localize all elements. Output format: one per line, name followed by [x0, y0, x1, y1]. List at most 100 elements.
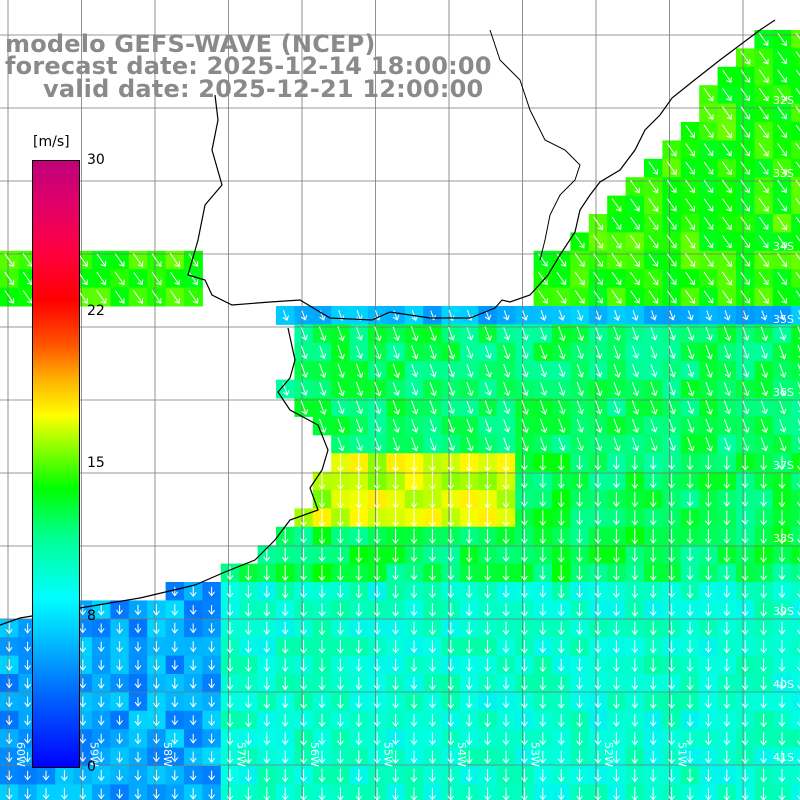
- wind-arrow: [392, 509, 399, 527]
- wind-arrow: [556, 290, 567, 304]
- wind-arrow: [705, 436, 713, 452]
- wind-arrow: [795, 32, 800, 40]
- wind-arrow: [778, 713, 786, 728]
- wind-arrow: [795, 290, 800, 302]
- wind-arrow: [484, 695, 491, 709]
- wind-arrow: [521, 714, 528, 727]
- wind-arrow: [484, 310, 492, 321]
- wind-arrow: [795, 216, 800, 229]
- wind-arrow: [300, 603, 307, 617]
- wind-cell: [791, 306, 800, 325]
- wind-arrow: [392, 326, 400, 342]
- wind-arrow: [42, 770, 50, 781]
- wind-arrow: [429, 529, 436, 544]
- wind-arrow: [723, 418, 732, 433]
- wind-arrow: [741, 492, 749, 507]
- wind-arrow: [484, 454, 491, 472]
- wind-arrow: [723, 640, 731, 654]
- wind-arrow: [741, 769, 749, 783]
- wind-arrow: [576, 400, 584, 415]
- wind-arrow: [411, 437, 419, 452]
- wind-arrow: [649, 455, 657, 470]
- wind-arrow: [429, 603, 436, 617]
- wind-arrow: [631, 382, 640, 397]
- wind-arrow: [594, 547, 602, 563]
- wind-arrow: [245, 732, 252, 746]
- wind-arrow: [777, 180, 787, 194]
- wind-arrow: [245, 713, 252, 728]
- wind-arrow: [649, 750, 657, 764]
- wind-arrow: [668, 695, 675, 709]
- wind-arrow: [686, 751, 694, 764]
- wind-arrow: [668, 750, 675, 764]
- wind-arrow: [741, 584, 749, 599]
- wind-arrow: [521, 676, 528, 691]
- wind-arrow: [318, 750, 326, 764]
- wind-arrow: [742, 364, 750, 378]
- wind-arrow: [355, 658, 363, 672]
- wind-arrow: [723, 658, 731, 672]
- wind-arrow: [410, 695, 418, 709]
- wind-arrow: [502, 695, 510, 709]
- wind-arrow: [537, 290, 548, 304]
- wind-arrow: [245, 585, 252, 599]
- wind-arrow: [594, 510, 602, 526]
- wind-arrow: [613, 437, 621, 452]
- wind-arrow: [153, 752, 160, 763]
- wind-arrow: [466, 437, 474, 452]
- wind-arrow: [133, 253, 144, 268]
- wind-arrow: [116, 770, 123, 782]
- wind-arrow: [797, 640, 800, 653]
- wind-arrow: [741, 529, 749, 544]
- wind-arrow: [705, 344, 713, 360]
- wind-arrow: [171, 660, 179, 671]
- wind-arrow: [373, 603, 381, 617]
- wind-arrow: [355, 565, 363, 581]
- wind-arrow: [703, 143, 714, 157]
- wind-arrow: [557, 658, 565, 672]
- wind-arrow: [539, 547, 547, 563]
- wind-arrow: [410, 732, 418, 746]
- wind-arrow: [208, 678, 215, 689]
- wind-arrow: [648, 198, 659, 212]
- latitude-label: 40S: [773, 678, 794, 691]
- wind-arrow: [758, 253, 769, 268]
- wind-arrow: [356, 437, 363, 452]
- wind-cell: [791, 232, 800, 252]
- wind-arrow: [300, 621, 307, 635]
- wind-cell: [791, 563, 800, 583]
- wind-arrow: [410, 768, 418, 783]
- wind-arrow: [392, 437, 400, 452]
- wind-arrow: [337, 768, 344, 783]
- wind-arrow: [226, 713, 234, 728]
- wind-arrow: [685, 253, 696, 268]
- wind-arrow: [411, 326, 419, 342]
- wind-arrow: [760, 455, 767, 471]
- wind-arrow: [466, 418, 474, 434]
- wind-arrow: [760, 676, 767, 691]
- wind-cell: [791, 250, 800, 270]
- wind-arrow: [668, 713, 675, 728]
- wind-arrow: [448, 363, 455, 378]
- wind-arrow: [411, 382, 419, 396]
- wind-arrow: [392, 490, 399, 509]
- wind-arrow: [410, 584, 418, 599]
- map-title-valid-date: valid date: 2025-12-21 12:00:00: [43, 75, 484, 103]
- wind-arrow: [631, 566, 639, 581]
- wind-arrow: [795, 198, 800, 211]
- wind-arrow: [521, 695, 528, 709]
- wind-arrow: [595, 310, 602, 321]
- wind-arrow: [484, 621, 491, 636]
- wind-arrow: [5, 733, 13, 745]
- wind-arrow: [797, 750, 800, 764]
- wind-arrow: [613, 585, 620, 599]
- wind-arrow: [134, 623, 142, 634]
- wind-arrow: [208, 770, 215, 781]
- wind-arrow: [795, 51, 800, 63]
- wind-arrow: [521, 418, 529, 434]
- wind-arrow: [611, 234, 622, 249]
- wind-arrow: [741, 676, 749, 691]
- wind-arrow: [576, 769, 583, 782]
- wind-arrow: [760, 345, 768, 359]
